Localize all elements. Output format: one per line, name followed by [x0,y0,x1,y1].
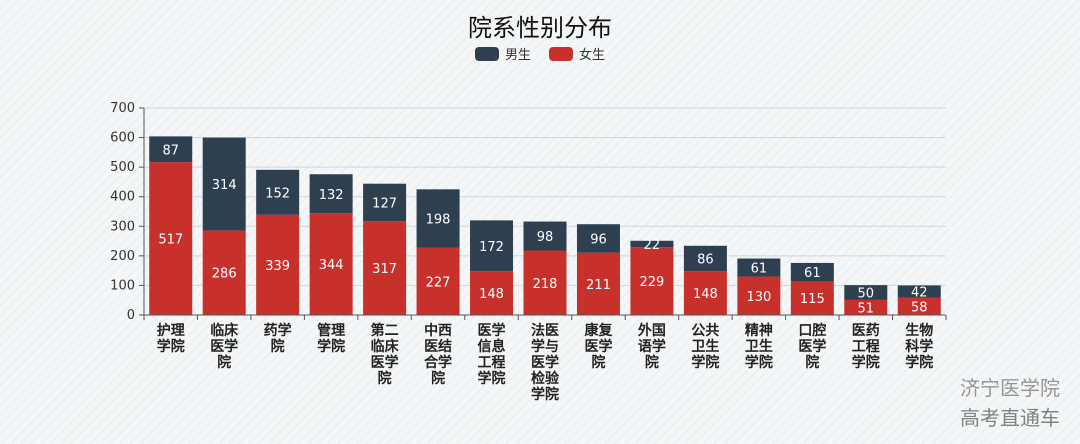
bar-female [363,221,407,315]
data-label-female: 130 [746,290,771,305]
data-label-female: 517 [158,233,183,248]
bar-female [149,162,193,315]
data-label-male: 50 [858,287,875,302]
y-tick-label: 600 [110,131,135,146]
legend-item-male[interactable]: 男生 [474,44,531,63]
data-label-male: 98 [537,230,554,245]
data-label-male: 96 [590,232,607,247]
bar-female [790,280,834,315]
bar-female [309,213,353,315]
bar-female [523,250,567,315]
data-label-male: 87 [162,143,179,158]
bar-male [897,285,941,298]
bar-female [202,230,246,315]
data-label-female: 218 [533,277,558,292]
x-tick-label: 临床医学院 [210,322,239,371]
data-label-female: 339 [265,259,290,274]
bar-male [149,136,193,163]
bar-male [470,220,514,272]
chart-title: 院系性别分布 [468,14,612,42]
data-label-male: 152 [265,186,290,201]
data-label-male: 42 [911,286,928,301]
data-label-female: 51 [858,301,875,316]
x-tick-label: 公共卫生学院 [691,322,719,371]
data-label-female: 286 [212,267,237,282]
bar-male [202,137,246,231]
data-label-male: 22 [644,238,661,253]
bar-male [256,169,300,215]
legend-item-female[interactable]: 女生 [549,44,605,63]
data-label-female: 211 [586,278,611,293]
bar-female [897,297,941,315]
x-tick-label: 医药工程学院 [852,322,880,371]
data-label-male: 172 [479,240,504,255]
watermark-text: 高考直通车 [960,406,1060,430]
bar-female [844,299,888,315]
x-tick-label: 护理学院 [157,322,185,355]
legend-label-female: 女生 [579,48,606,63]
bar-female [470,271,514,315]
data-label-female: 229 [640,275,665,290]
x-tick-label: 药学院 [264,322,292,355]
data-label-female: 344 [319,258,344,273]
bar-male [630,240,674,248]
legend-label-male: 男生 [504,48,531,63]
y-tick-label: 500 [110,160,135,175]
bar-female [737,276,781,315]
bar-female [630,247,674,315]
bar-female [256,214,300,315]
y-tick-label: 200 [110,249,135,264]
data-label-male: 127 [372,196,397,211]
bar-female [683,271,727,315]
data-label-female: 227 [426,275,451,290]
watermark-logo-text: 济宁医学院 [960,376,1060,400]
legend-swatch-male [474,46,499,61]
legend-swatch-female [549,46,573,61]
x-tick-label: 生物科学学院 [905,322,933,371]
y-tick-label: 700 [110,101,135,116]
bar-male [523,221,567,251]
bar-male [737,258,781,277]
x-tick-label: 管理学院 [317,322,345,355]
bar-male [416,189,460,248]
y-tick-label: 400 [110,190,135,205]
x-tick-label: 医学信息工程学院 [478,322,506,387]
x-tick-label: 中西医结合学院 [424,322,452,387]
bar-male [683,245,727,272]
bar-male [844,285,888,300]
x-tick-label: 精神卫生学院 [745,322,773,371]
data-label-male: 132 [319,188,344,203]
data-label-female: 115 [800,292,825,307]
data-label-male: 61 [804,266,821,281]
y-tick-label: 0 [127,308,135,323]
x-tick-label: 口腔医学院 [798,322,826,371]
x-tick-label: 康复医学院 [584,322,613,371]
bar-male [576,224,620,253]
bar-male [363,183,407,222]
bar-female [576,252,620,315]
data-label-female: 148 [479,287,504,302]
y-tick-label: 100 [110,278,135,293]
bar-male [309,174,353,214]
data-label-female: 58 [911,300,928,315]
legend: 男生 女生 [0,44,1080,63]
data-label-male: 314 [212,178,237,193]
x-tick-label: 外国语学院 [638,322,666,371]
y-tick-label: 300 [110,219,135,234]
x-tick-label: 第二临床医学院 [371,322,400,387]
bar-male [790,262,834,281]
data-label-male: 86 [697,253,714,268]
x-tick-label: 法医学与医学检验学院 [531,322,560,403]
data-label-male: 61 [751,262,768,277]
data-label-male: 198 [426,213,451,228]
bar-female [416,247,460,315]
data-label-female: 148 [693,287,718,302]
data-label-female: 317 [372,262,397,277]
